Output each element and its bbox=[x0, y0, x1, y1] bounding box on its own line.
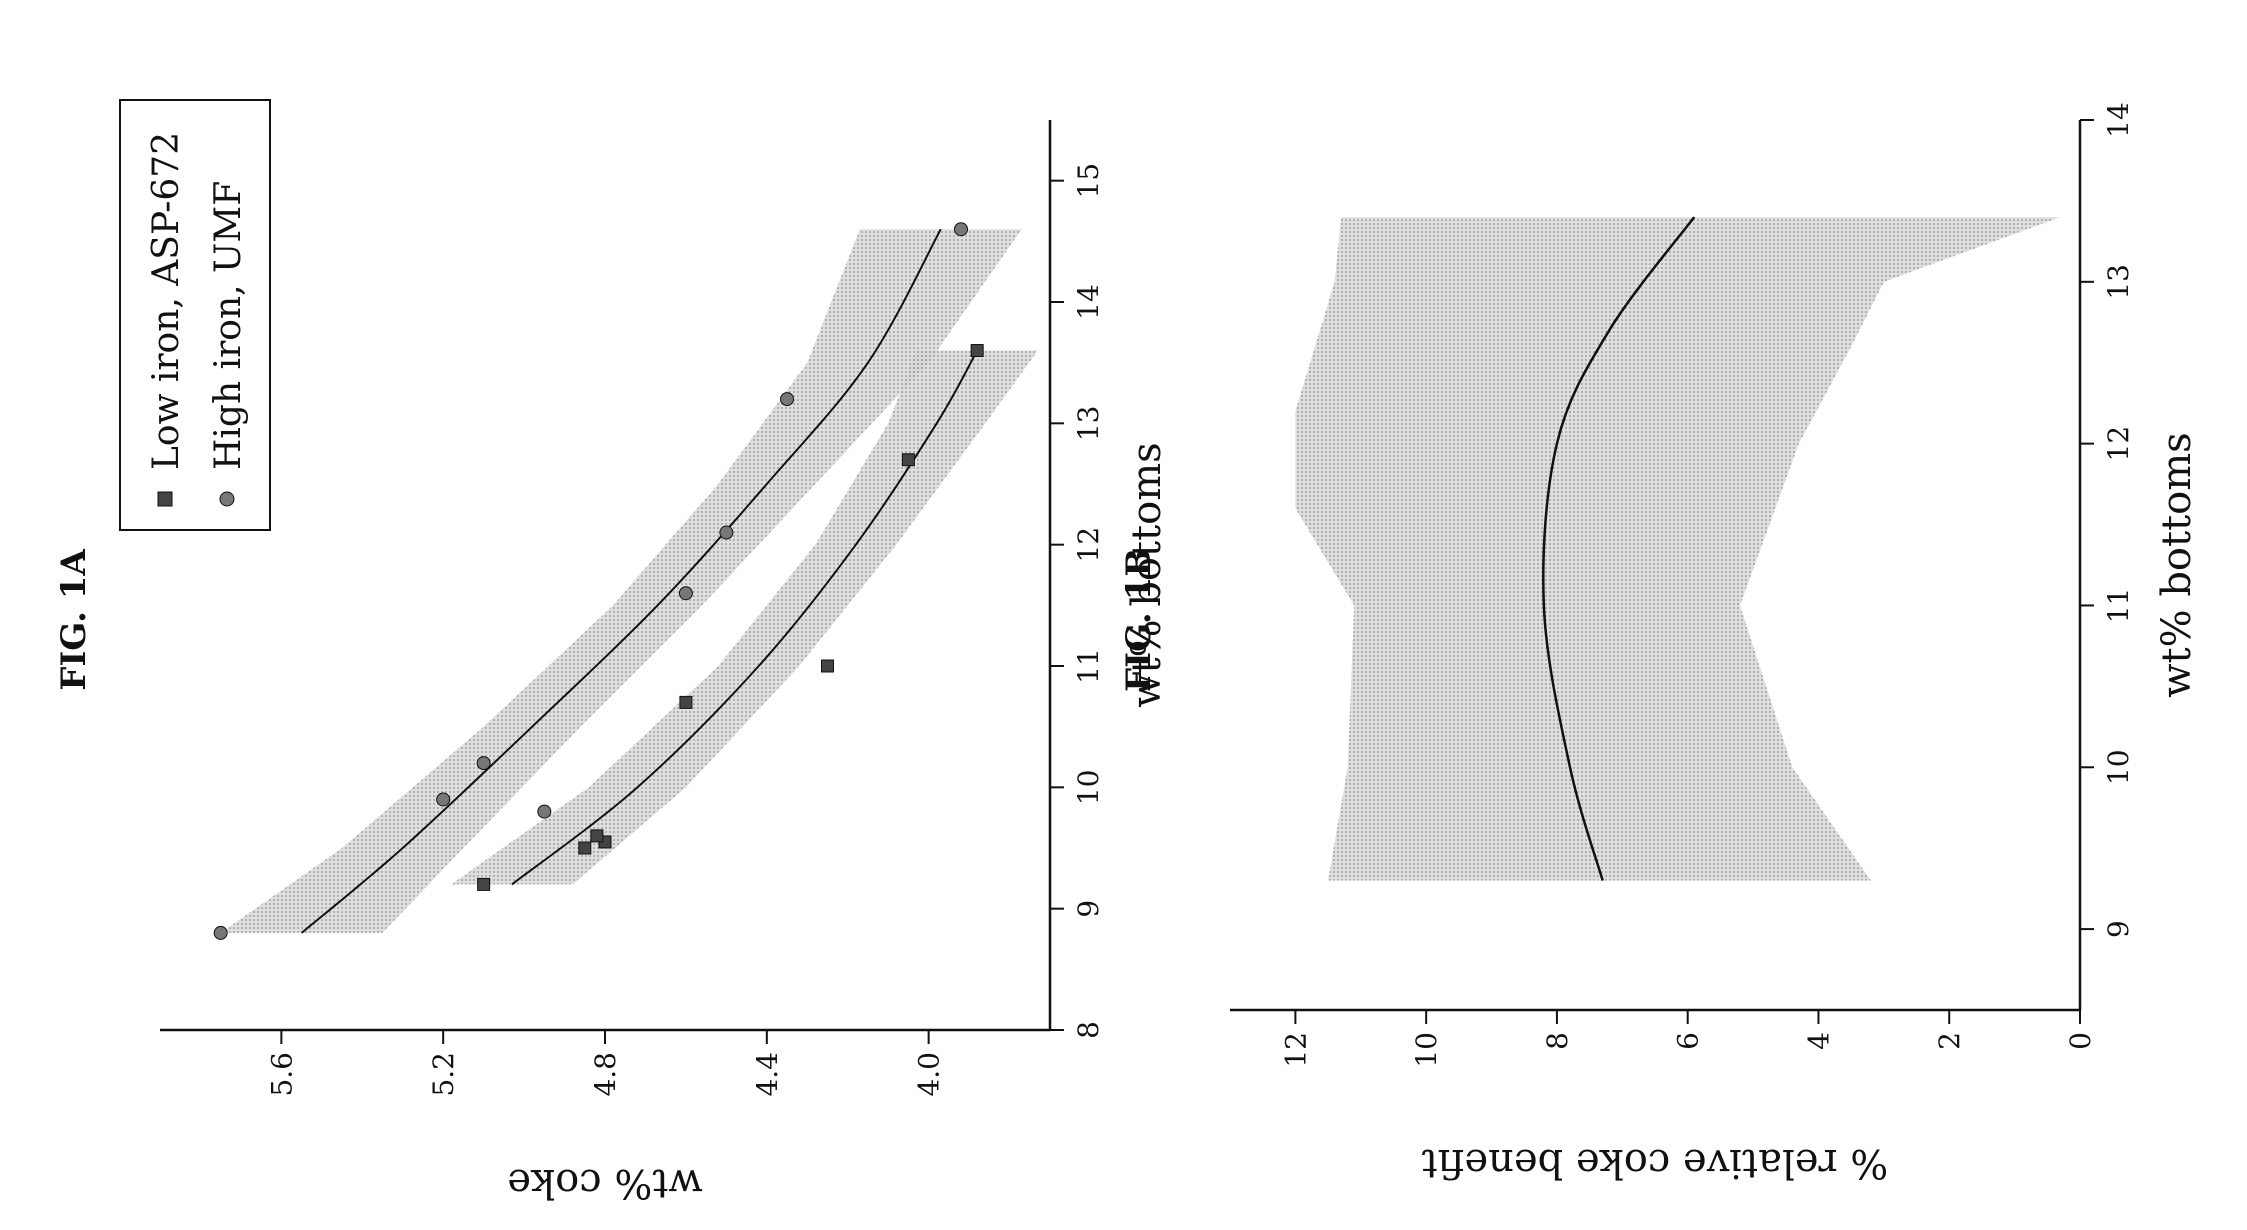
y-tick-label: 2 bbox=[1933, 1032, 1966, 1050]
data-point-circle bbox=[780, 392, 795, 407]
data-point-square bbox=[477, 877, 491, 891]
data-point-square bbox=[578, 841, 592, 855]
figure-title: FIG. 1B bbox=[1119, 548, 1159, 692]
chart-fig-1b: FIG. 1B 9 10 11 12 13 14 0 2 4 6 8 10 12 wt% bottoms % … bbox=[1119, 102, 2200, 1186]
x-tick-label: 13 bbox=[1072, 406, 1105, 442]
y-axis-label: % relative coke benefit bbox=[1422, 1140, 1889, 1186]
fit-line bbox=[300, 228, 942, 934]
data-point-square bbox=[821, 659, 834, 673]
y-tick-label: 4.0 bbox=[913, 1052, 946, 1097]
x-tick-label: 15 bbox=[1072, 163, 1105, 199]
x-tick-label: 12 bbox=[2102, 426, 2135, 462]
y-tick-label: 5.2 bbox=[427, 1052, 460, 1097]
x-axis-label: wt% bottoms bbox=[1124, 442, 1170, 707]
data-point-square bbox=[590, 829, 604, 843]
x-tick-label: 10 bbox=[2102, 749, 2135, 785]
legend-entry: Low iron, ASP-672 bbox=[146, 132, 187, 470]
y-tick-label: 12 bbox=[1279, 1032, 1312, 1068]
data-point-square bbox=[679, 695, 693, 709]
legend-marker-circle bbox=[219, 491, 235, 507]
y-tick-label: 0 bbox=[2064, 1032, 2097, 1050]
y-tick-label: 8 bbox=[1541, 1032, 1574, 1050]
x-axis-label: wt% bottoms bbox=[2154, 432, 2200, 697]
legend-box bbox=[119, 99, 271, 531]
confidence-band bbox=[451, 350, 1038, 885]
figure-title: FIG. 1A bbox=[54, 549, 94, 691]
fit-line bbox=[511, 350, 979, 886]
confidence-band bbox=[1295, 217, 2061, 881]
data-point-circle bbox=[719, 525, 734, 540]
x-tick-label: 11 bbox=[2102, 588, 2135, 624]
y-tick-label: 10 bbox=[1410, 1032, 1443, 1068]
data-point-circle bbox=[537, 804, 552, 819]
data-point-circle bbox=[476, 756, 491, 771]
y-tick-label: 4.4 bbox=[751, 1052, 784, 1097]
data-point-circle bbox=[436, 792, 451, 807]
x-tick-label: 8 bbox=[1072, 1021, 1105, 1039]
x-tick-label: 11 bbox=[1072, 648, 1105, 684]
legend-entry: High iron, UMF bbox=[208, 181, 249, 470]
x-tick-label: 9 bbox=[1072, 900, 1105, 918]
x-tick-label: 13 bbox=[2102, 264, 2135, 300]
x-tick-label: 9 bbox=[2102, 920, 2135, 938]
x-tick-label: 14 bbox=[2102, 102, 2135, 138]
data-point-square bbox=[901, 453, 915, 467]
data-point-circle bbox=[678, 586, 693, 601]
chart-fig-1a: FIG. 1A 8 9 10 11 12 13 14 15 4.0 4.4 4.8 5.2 5.6 wt% … bbox=[54, 99, 1170, 1206]
legend-marker-square bbox=[157, 491, 173, 507]
y-tick-label: 4.8 bbox=[589, 1052, 622, 1097]
confidence-band bbox=[220, 229, 1022, 933]
x-tick-label: 10 bbox=[1072, 770, 1105, 806]
y-tick-label: 5.6 bbox=[265, 1052, 298, 1097]
data-point-square bbox=[970, 344, 984, 358]
x-tick-label: 14 bbox=[1072, 284, 1105, 320]
y-tick-label: 6 bbox=[1672, 1032, 1705, 1050]
y-axis-label: wt% coke bbox=[507, 1160, 702, 1206]
fit-line bbox=[1542, 216, 1696, 881]
data-point-circle bbox=[213, 925, 228, 940]
y-tick-label: 4 bbox=[1802, 1032, 1835, 1050]
data-point-circle bbox=[954, 222, 968, 237]
x-tick-label: 12 bbox=[1072, 527, 1105, 563]
